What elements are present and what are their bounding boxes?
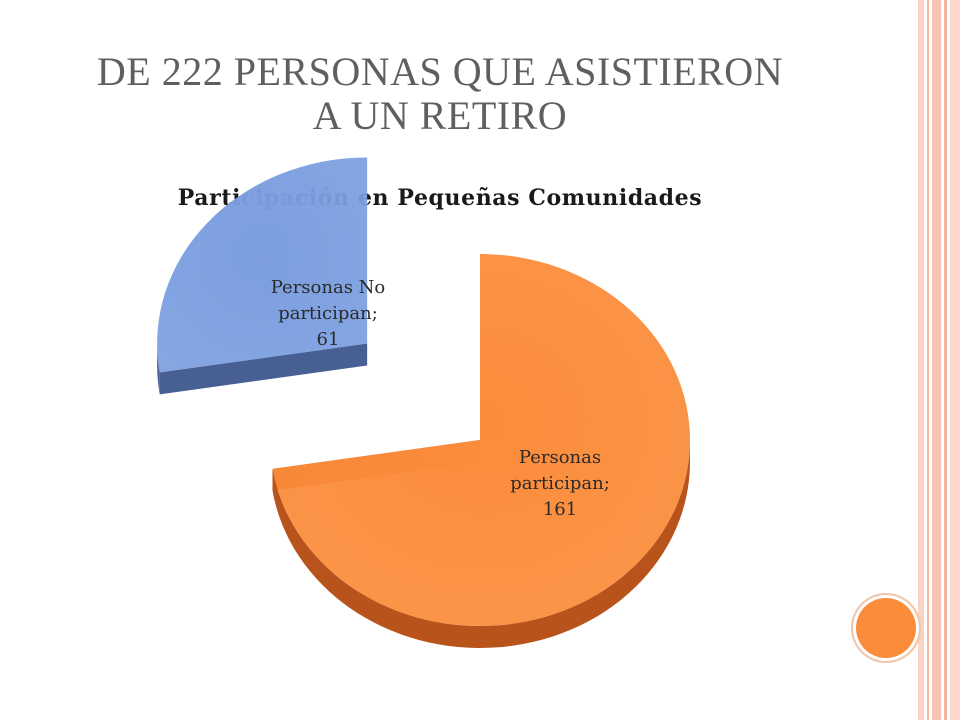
slide-title-line-2: A UN RETIRO (312, 93, 568, 138)
slide-title-line-1: DE 222 PERSONAS QUE ASISTIERON (96, 49, 784, 94)
pie-slice-cut-face (159, 343, 368, 395)
pie-label-line: participan; (510, 473, 610, 494)
pie-label-line: 61 (317, 329, 340, 350)
decorative-circle (856, 598, 916, 658)
pie-label-1: Personas participan; 161 (510, 447, 610, 520)
pie-slice-personas-participan (272, 254, 691, 627)
pie-slice-personas-no-participan (157, 157, 368, 373)
pie-slice-side-2 (157, 343, 368, 395)
decorative-stripes (918, 0, 960, 720)
pie-label-line: participan; (278, 303, 378, 324)
pie-label-2: Personas No participan; 61 (271, 277, 386, 350)
pie-slices (157, 157, 691, 649)
slide-title: DE 222 PERSONAS QUE ASISTIERON A UN RETI… (40, 50, 840, 138)
pie-label-line: Personas No (271, 277, 386, 298)
pie-labels: Personas participan; 161 Personas No partici… (271, 277, 610, 520)
pie-label-line: 161 (543, 499, 577, 520)
pie-slice-wall (157, 343, 160, 395)
pie-label-line: Personas (519, 447, 601, 468)
